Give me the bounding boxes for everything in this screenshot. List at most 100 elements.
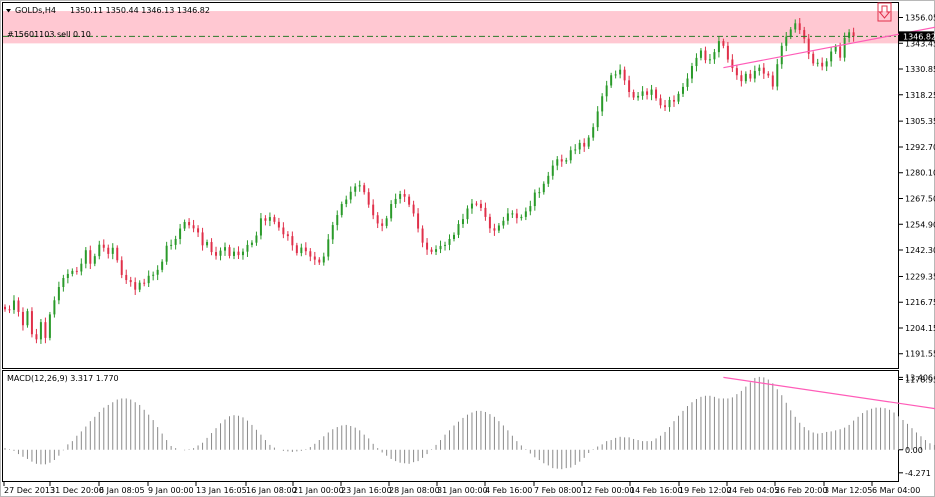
price-tick-label: 1242.30 (905, 246, 935, 255)
candle-body (44, 322, 47, 338)
candle-body (664, 105, 667, 108)
candle (812, 51, 815, 66)
candle (529, 200, 532, 216)
candle (26, 308, 29, 328)
candle (848, 29, 851, 43)
macd-divergence-line[interactable] (723, 376, 935, 418)
candle-body (430, 249, 433, 252)
candle-body (80, 263, 83, 272)
price-tick-label: 1216.75 (905, 298, 935, 307)
candle (408, 194, 411, 208)
candle-body (224, 247, 227, 251)
candle-body (12, 300, 15, 310)
candle-body (646, 91, 649, 95)
candle-body (354, 186, 357, 192)
candle-body (273, 217, 276, 222)
candle-body (39, 322, 42, 340)
resistance-zone (3, 11, 898, 44)
candle (488, 213, 491, 233)
time-tick-label: 12 Feb 00:00 (582, 486, 634, 495)
candle-body (102, 244, 105, 248)
price-tick-label: 1356.05 (905, 14, 935, 23)
candle-body (762, 67, 765, 74)
candle (354, 183, 357, 197)
candle-body (412, 204, 415, 214)
candle (264, 215, 267, 226)
time-tick-label: 23 Jan 16:00 (341, 486, 392, 495)
candle (255, 231, 258, 246)
candle-body (843, 37, 846, 58)
candle-body (578, 142, 581, 150)
candle (241, 248, 244, 260)
candle-body (776, 64, 779, 87)
candle (533, 189, 536, 211)
candle-body (327, 239, 330, 257)
candle-body (785, 36, 788, 46)
candle (390, 200, 393, 222)
candle-body (749, 73, 752, 79)
candle (673, 95, 676, 107)
candle (381, 218, 384, 232)
candle (17, 297, 20, 317)
candle-body (138, 282, 141, 290)
candle (183, 219, 186, 232)
candle-body (668, 99, 671, 108)
candle (740, 70, 743, 87)
candle (475, 201, 478, 207)
candle (300, 243, 303, 257)
candle (794, 19, 797, 33)
candle (331, 221, 334, 244)
candle-body (556, 159, 559, 166)
candle (232, 247, 235, 260)
candle (215, 246, 218, 260)
candle (30, 307, 33, 338)
candle (291, 231, 294, 251)
candle-body (502, 220, 505, 226)
candle (179, 223, 182, 245)
sell-arrow[interactable] (877, 2, 892, 22)
candle (84, 247, 87, 269)
candle-body (475, 203, 478, 205)
candle (421, 225, 424, 248)
candle (444, 241, 447, 251)
candle-body (628, 80, 631, 93)
candle-body (291, 236, 294, 246)
candle-body (62, 278, 65, 288)
candle (479, 199, 482, 212)
candle-body (120, 260, 123, 275)
candle-body (426, 242, 429, 250)
candle-body (744, 73, 747, 82)
candle (219, 247, 222, 261)
time-tick-label: 16 Jan 08:00 (246, 486, 297, 495)
candle (188, 218, 191, 229)
candle-body (219, 250, 222, 256)
candle-body (8, 309, 11, 311)
candle (798, 18, 801, 34)
candle (376, 212, 379, 229)
candle-body (641, 91, 644, 96)
candle-body (686, 78, 689, 87)
candle-body (304, 247, 307, 252)
candle-body (551, 165, 554, 176)
candle (273, 214, 276, 225)
candle (816, 58, 819, 67)
candle-body (26, 311, 29, 326)
candle (699, 48, 702, 61)
candle-body (71, 270, 74, 274)
candle-body (232, 251, 235, 256)
candle-body (457, 224, 460, 235)
candle-body (75, 270, 78, 272)
price-panel[interactable]: GOLDs,H4 1350.11 1350.44 1346.13 1346.82… (2, 2, 935, 369)
macd-panel[interactable]: MACD(12,26,9) 3.317 1.770 (2, 370, 935, 482)
candle-body (650, 89, 653, 95)
candle (690, 62, 693, 84)
candle-body (179, 228, 182, 239)
candle (628, 75, 631, 98)
candle (134, 277, 137, 295)
candle-body (506, 213, 509, 221)
candle (318, 257, 321, 265)
candle (830, 46, 833, 67)
candle (286, 231, 289, 241)
price-trendline[interactable] (723, 15, 935, 69)
candle-body (673, 99, 676, 102)
